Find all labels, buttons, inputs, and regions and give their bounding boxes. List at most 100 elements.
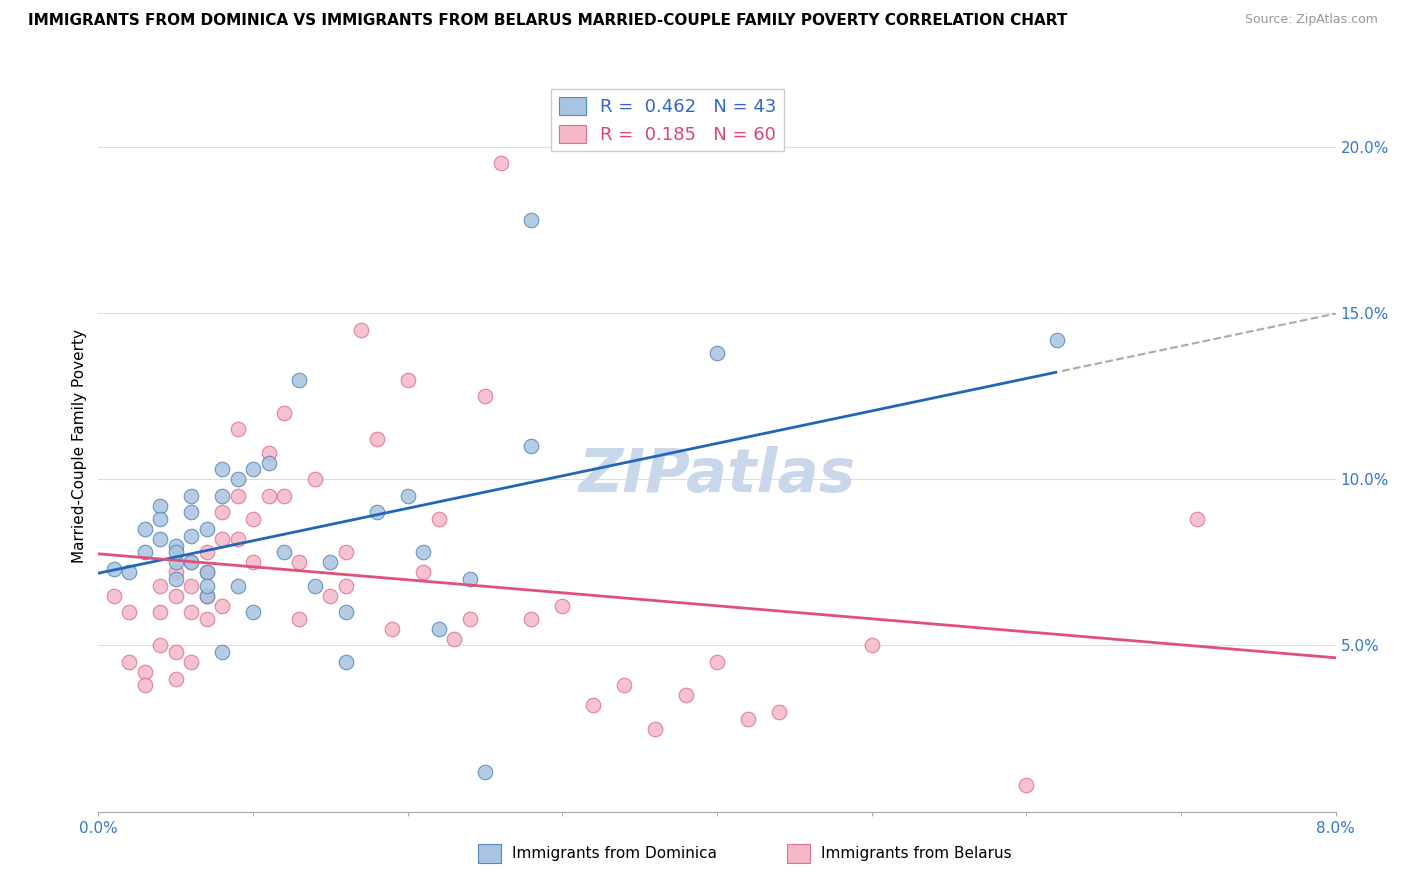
Point	[304, 579, 326, 593]
Point	[319, 589, 342, 603]
Point	[257, 456, 280, 470]
Point	[458, 572, 481, 586]
Point	[165, 555, 187, 569]
Point	[165, 566, 187, 580]
Point	[366, 433, 388, 447]
Point	[180, 506, 202, 520]
Point	[226, 472, 249, 486]
Point	[165, 572, 187, 586]
Point	[1015, 778, 1038, 792]
Point	[195, 612, 218, 626]
Point	[396, 372, 419, 386]
Point	[134, 678, 156, 692]
Point	[118, 566, 141, 580]
Point	[737, 712, 759, 726]
Point	[319, 555, 342, 569]
Point	[211, 645, 233, 659]
Point	[443, 632, 465, 646]
Point	[226, 579, 249, 593]
Point	[180, 655, 202, 669]
Point	[211, 462, 233, 476]
Point	[103, 562, 125, 576]
Point	[335, 579, 357, 593]
Point	[242, 605, 264, 619]
Point	[582, 698, 605, 713]
Point	[149, 605, 172, 619]
Point	[1185, 512, 1208, 526]
Point	[226, 532, 249, 546]
Text: IMMIGRANTS FROM DOMINICA VS IMMIGRANTS FROM BELARUS MARRIED-COUPLE FAMILY POVERT: IMMIGRANTS FROM DOMINICA VS IMMIGRANTS F…	[28, 13, 1067, 29]
Point	[706, 346, 728, 360]
Point	[474, 389, 496, 403]
Point	[118, 655, 141, 669]
Point	[195, 522, 218, 536]
Point	[226, 422, 249, 436]
Text: Source: ZipAtlas.com: Source: ZipAtlas.com	[1244, 13, 1378, 27]
Point	[134, 522, 156, 536]
Point	[165, 539, 187, 553]
Point	[195, 589, 218, 603]
Point	[242, 555, 264, 569]
Point	[149, 499, 172, 513]
Point	[226, 489, 249, 503]
Point	[644, 722, 666, 736]
Point	[195, 579, 218, 593]
Point	[211, 532, 233, 546]
Point	[412, 545, 434, 559]
Point	[165, 589, 187, 603]
Point	[474, 764, 496, 779]
Point	[165, 672, 187, 686]
Point	[1046, 333, 1069, 347]
Point	[335, 545, 357, 559]
Point	[242, 462, 264, 476]
Point	[366, 506, 388, 520]
Point	[489, 156, 512, 170]
Point	[335, 655, 357, 669]
Legend: R =  0.462   N = 43, R =  0.185   N = 60: R = 0.462 N = 43, R = 0.185 N = 60	[551, 89, 783, 152]
Point	[768, 705, 790, 719]
Point	[273, 406, 295, 420]
Point	[180, 605, 202, 619]
Point	[427, 622, 450, 636]
Point	[257, 489, 280, 503]
Text: ZIPatlas: ZIPatlas	[578, 446, 856, 505]
Point	[195, 589, 218, 603]
Point	[288, 555, 311, 569]
Point	[304, 472, 326, 486]
Point	[180, 529, 202, 543]
Point	[520, 439, 543, 453]
Point	[149, 639, 172, 653]
Y-axis label: Married-Couple Family Poverty: Married-Couple Family Poverty	[72, 329, 87, 563]
Point	[195, 566, 218, 580]
Point	[242, 512, 264, 526]
Point	[180, 489, 202, 503]
Point	[134, 665, 156, 679]
Text: Immigrants from Dominica: Immigrants from Dominica	[512, 847, 717, 861]
Point	[520, 213, 543, 227]
Point	[273, 489, 295, 503]
Point	[350, 323, 373, 337]
Point	[613, 678, 636, 692]
Point	[118, 605, 141, 619]
Point	[195, 566, 218, 580]
Point	[706, 655, 728, 669]
Point	[860, 639, 883, 653]
Point	[149, 532, 172, 546]
Point	[165, 645, 187, 659]
Point	[288, 372, 311, 386]
Point	[165, 545, 187, 559]
Point	[273, 545, 295, 559]
Point	[427, 512, 450, 526]
Point	[551, 599, 574, 613]
Point	[257, 445, 280, 459]
Point	[149, 579, 172, 593]
Point	[134, 545, 156, 559]
Point	[180, 555, 202, 569]
Point	[520, 612, 543, 626]
Point	[288, 612, 311, 626]
Point	[103, 589, 125, 603]
Point	[396, 489, 419, 503]
Point	[211, 506, 233, 520]
Point	[381, 622, 404, 636]
Point	[149, 512, 172, 526]
